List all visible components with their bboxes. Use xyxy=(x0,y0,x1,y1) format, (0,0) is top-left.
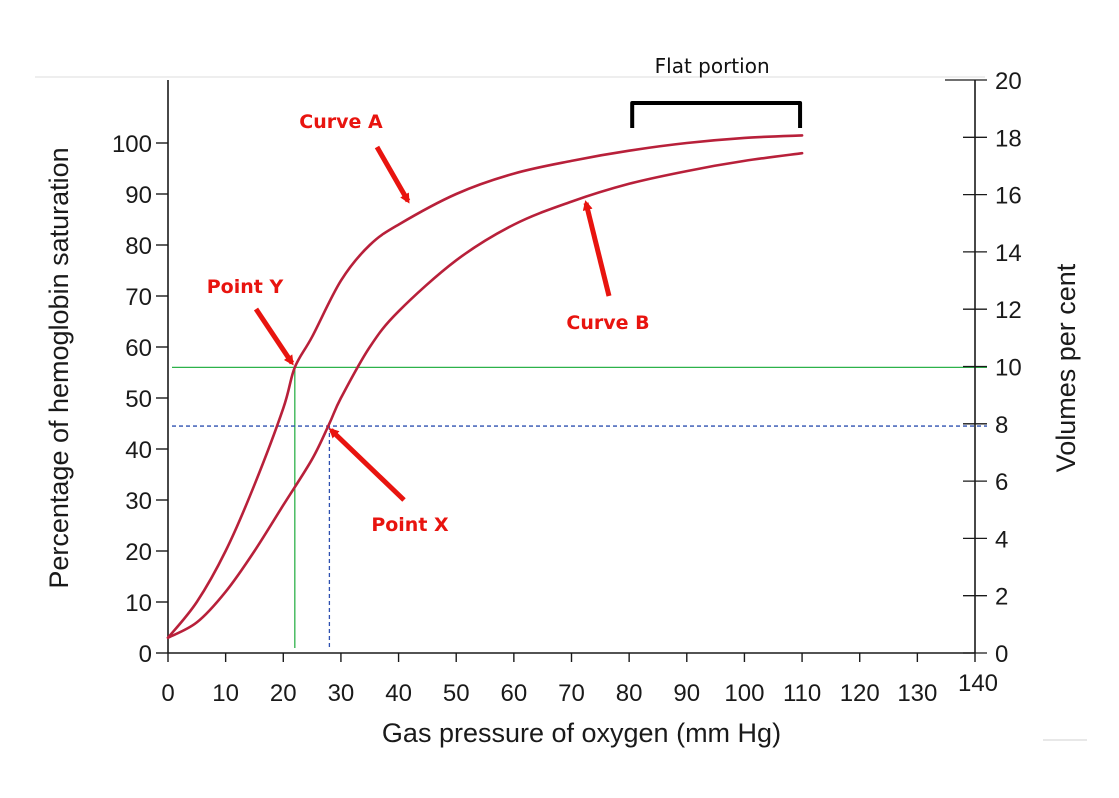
annotations: Curve A Curve B Point Y Point X Flat portion xyxy=(207,54,803,536)
y2-tick-label-4: 4 xyxy=(995,526,1008,553)
y-tick-label-100: 100 xyxy=(112,131,152,158)
y2-tick-label-20: 20 xyxy=(995,68,1022,95)
y-tick-label-70: 70 xyxy=(125,284,152,311)
x-tick-label-140: 140 xyxy=(958,670,998,697)
y-tick-label-10: 10 xyxy=(125,590,152,617)
y2-axis-title: Volumes per cent xyxy=(1051,263,1081,472)
y-tick-label-50: 50 xyxy=(125,386,152,413)
series-line-curve-b xyxy=(166,151,804,639)
x-tick-label-50: 50 xyxy=(443,680,470,707)
point-x-arrow xyxy=(328,427,406,502)
series-line-curve-a xyxy=(166,134,804,639)
point-x-label: Point X xyxy=(371,514,449,536)
flat-portion-bracket xyxy=(630,101,803,128)
point-y-arrow xyxy=(253,307,295,366)
x-tick-label-30: 30 xyxy=(328,680,355,707)
curves xyxy=(166,134,804,639)
y2-tick-label-8: 8 xyxy=(995,412,1008,439)
y-tick-label-90: 90 xyxy=(125,182,152,209)
x-tick-label-0: 0 xyxy=(161,680,174,707)
x-tick-label-120: 120 xyxy=(840,680,880,707)
flat-portion-label: Flat portion xyxy=(655,54,770,78)
curve-b-arrow xyxy=(582,200,612,297)
x-tick-label-90: 90 xyxy=(673,680,700,707)
y2-tick-label-10: 10 xyxy=(995,355,1022,382)
x-tick-label-80: 80 xyxy=(616,680,643,707)
curve-a-label: Curve A xyxy=(299,111,383,133)
x-tick-label-60: 60 xyxy=(501,680,528,707)
x-tick-label-70: 70 xyxy=(558,680,585,707)
point-y-label: Point Y xyxy=(207,276,284,298)
y-tick-label-40: 40 xyxy=(125,437,152,464)
y-tick-label-30: 30 xyxy=(125,488,152,515)
y-tick-label-60: 60 xyxy=(125,335,152,362)
x-tick-label-110: 110 xyxy=(783,680,821,707)
axes: 0 10 20 30 40 50 60 70 80 90 100 110 120 130 140010203… xyxy=(44,68,1081,748)
y2-tick-label-0: 0 xyxy=(995,641,1008,668)
y2-tick-label-6: 6 xyxy=(995,469,1008,496)
y-tick-label-0: 0 xyxy=(139,641,152,668)
y2-tick-label-12: 12 xyxy=(995,297,1022,324)
y2-tick-label-18: 18 xyxy=(995,125,1022,152)
x-tick-label-100: 100 xyxy=(724,680,764,707)
y-tick-label-80: 80 xyxy=(125,233,152,260)
y-tick-label-20: 20 xyxy=(125,539,152,566)
curve-a-arrow xyxy=(374,145,411,204)
x-tick-label-20: 20 xyxy=(270,680,297,707)
y2-tick-label-2: 2 xyxy=(995,584,1008,611)
x-tick-label-130: 130 xyxy=(897,680,937,707)
x-axis-title: Gas pressure of oxygen (mm Hg) xyxy=(382,718,781,748)
reference-lines xyxy=(172,366,987,648)
curve-b-label: Curve B xyxy=(566,312,649,334)
y2-tick-label-14: 14 xyxy=(995,240,1022,267)
x-tick-label-40: 40 xyxy=(385,680,412,707)
x-tick-label-10: 10 xyxy=(212,680,239,707)
y2-tick-label-16: 16 xyxy=(995,183,1022,210)
y-axis-title: Percentage of hemoglobin saturation xyxy=(44,147,74,588)
